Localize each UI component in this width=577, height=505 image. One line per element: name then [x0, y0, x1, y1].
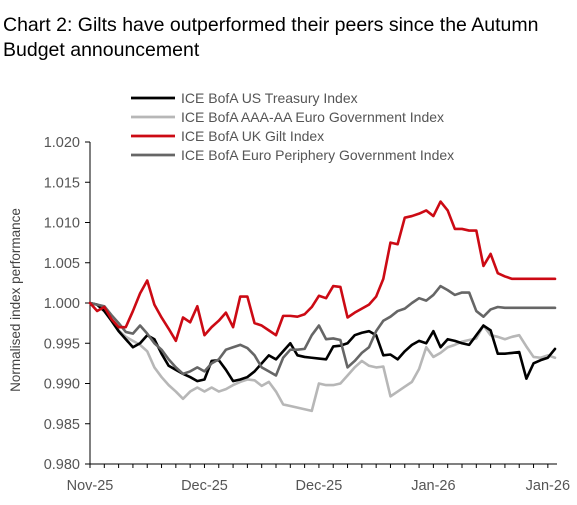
series-line-ice-bofa-uk-gilt-index: [88, 200, 557, 343]
y-tick-label: 0.980: [44, 457, 80, 473]
y-tick-label: 1.020: [44, 135, 80, 151]
legend-label: ICE BofA AAA-AA Euro Government Index: [181, 109, 444, 125]
y-tick-label: 1.005: [44, 256, 80, 272]
x-tick-label: Jan-26: [526, 478, 570, 494]
x-tick-label: Dec-25: [181, 478, 228, 494]
y-tick-label: 0.995: [44, 336, 80, 352]
axes: 1.020 1.015 1.010 1.005 1.000 0.995 0.990 0.985…: [44, 135, 570, 494]
y-tick-label: 0.990: [44, 377, 80, 393]
y-tick-label: 1.010: [44, 216, 80, 232]
legend-label: ICE BofA UK Gilt Index: [181, 128, 324, 144]
series-lines: [88, 200, 557, 413]
y-axis-label: Normalised index performance: [8, 208, 23, 392]
series-line-ice-bofa-us-treasury-index: [88, 301, 557, 383]
legend: ICE BofA US Treasury Index ICE BofA AAA-A…: [131, 90, 454, 163]
x-tick-label: Jan-26: [411, 478, 455, 494]
y-tick-label: 1.000: [44, 296, 80, 312]
legend-label: ICE BofA Euro Periphery Government Index: [181, 147, 454, 163]
x-tick-label: Dec-25: [296, 478, 343, 494]
series-line-ice-bofa-euro-periphery-government-index: [88, 284, 557, 377]
x-tick-label: Nov-25: [67, 478, 114, 494]
y-tick-label: 0.985: [44, 417, 80, 433]
legend-label: ICE BofA US Treasury Index: [181, 90, 358, 106]
y-tick-label: 1.015: [44, 175, 80, 191]
chart-title: Chart 2: Gilts have outperformed their p…: [3, 14, 539, 61]
series-line-ice-bofa-aaa-aa-euro-government-index: [88, 301, 557, 413]
